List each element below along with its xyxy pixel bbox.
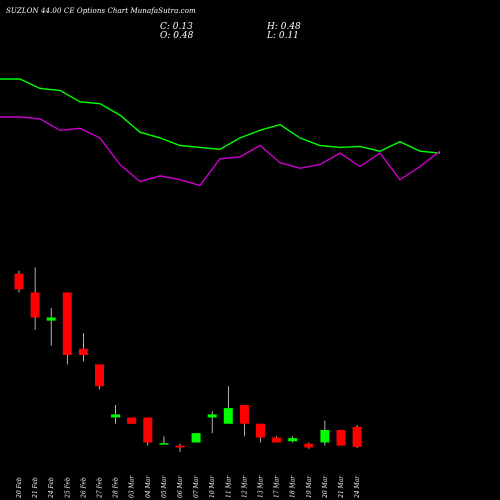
x-tick-label: 04 Mar xyxy=(145,475,152,498)
candle xyxy=(207,411,217,434)
x-tick-label: 17 Mar xyxy=(274,475,281,498)
x-tick-label: 20 Feb xyxy=(16,477,23,499)
candle xyxy=(352,425,362,449)
x-tick-label: 24 Mar xyxy=(354,475,361,499)
candle-body-down xyxy=(256,423,265,438)
candle-body-down xyxy=(14,273,24,290)
overlay-line-1 xyxy=(0,78,441,154)
candle-body-down xyxy=(239,405,249,424)
candle-body-down xyxy=(62,292,72,355)
candle xyxy=(175,443,185,452)
x-tick-label: 24 Feb xyxy=(48,477,55,499)
x-tick-label: 13 Mar xyxy=(258,475,265,498)
candle-body-up xyxy=(159,443,169,445)
candle xyxy=(256,423,265,443)
candle xyxy=(127,417,137,424)
candle-body-up xyxy=(320,430,330,443)
x-tick-label: 21 Mar xyxy=(338,475,345,499)
x-tick-label: 11 Mar xyxy=(225,475,232,498)
candle xyxy=(46,308,56,346)
x-tick-label: 25 Feb xyxy=(64,477,71,499)
open-value: O: 0.48 xyxy=(160,31,194,41)
candle xyxy=(336,430,346,446)
candle xyxy=(191,433,201,443)
x-tick-label: 12 Mar xyxy=(241,475,248,498)
candle xyxy=(14,270,24,293)
candle xyxy=(304,442,314,449)
candle xyxy=(78,333,88,362)
x-tick-label: 07 Mar xyxy=(193,475,200,498)
overlay-line-2 xyxy=(0,116,441,187)
x-tick-label: 27 Feb xyxy=(97,477,104,499)
x-tick-label: 03 Mar xyxy=(129,475,136,498)
candle-body-up xyxy=(191,433,201,443)
candle-body-down xyxy=(272,437,282,443)
candle xyxy=(223,386,233,424)
candle xyxy=(272,436,282,443)
chart-title: SUZLON 44.00 CE Options Chart MunafaSutr… xyxy=(6,7,196,15)
candle xyxy=(320,420,330,446)
candle xyxy=(143,417,153,446)
x-tick-label: 19 Mar xyxy=(306,475,313,498)
candle xyxy=(288,436,298,443)
candle-body-up xyxy=(223,408,233,424)
candle xyxy=(62,292,72,365)
candle-body-up xyxy=(288,438,298,442)
x-tick-label: 21 Feb xyxy=(32,477,39,499)
candle-body-down xyxy=(143,417,153,443)
candle-body-down xyxy=(95,364,104,387)
overlay-lines xyxy=(0,78,441,187)
x-tick-label: 20 Mar xyxy=(322,475,329,499)
high-value: H: 0.48 xyxy=(267,22,301,32)
candle-body-down xyxy=(30,292,40,318)
candle xyxy=(95,364,104,390)
x-tick-label: 28 Feb xyxy=(113,477,120,499)
candle-body-up xyxy=(46,317,56,321)
candle xyxy=(30,267,40,330)
close-value: C: 0.13 xyxy=(160,22,193,32)
x-tick-label: 10 Mar xyxy=(209,475,216,498)
candle-body-up xyxy=(111,414,121,418)
candle-body-down xyxy=(175,445,185,448)
x-axis-labels: 20 Feb 21 Feb 24 Feb 25 Feb 26 Feb 27 Feb 28 F… xyxy=(16,475,361,499)
candle-body-down xyxy=(352,426,362,447)
x-tick-label: 26 Feb xyxy=(80,477,87,499)
low-value: L: 0.11 xyxy=(267,31,299,41)
candle xyxy=(111,405,121,424)
candle-body-down xyxy=(304,443,314,448)
candle-body-up xyxy=(207,414,217,418)
candle xyxy=(239,405,249,437)
x-tick-label: 06 Mar xyxy=(177,475,184,498)
candles xyxy=(14,267,362,452)
x-tick-label: 05 Mar xyxy=(161,475,168,498)
x-tick-label: 18 Mar xyxy=(290,475,297,498)
candle xyxy=(159,436,169,445)
candle-body-down xyxy=(127,417,137,424)
candle-body-down xyxy=(78,348,88,355)
candle-body-down xyxy=(336,430,346,446)
